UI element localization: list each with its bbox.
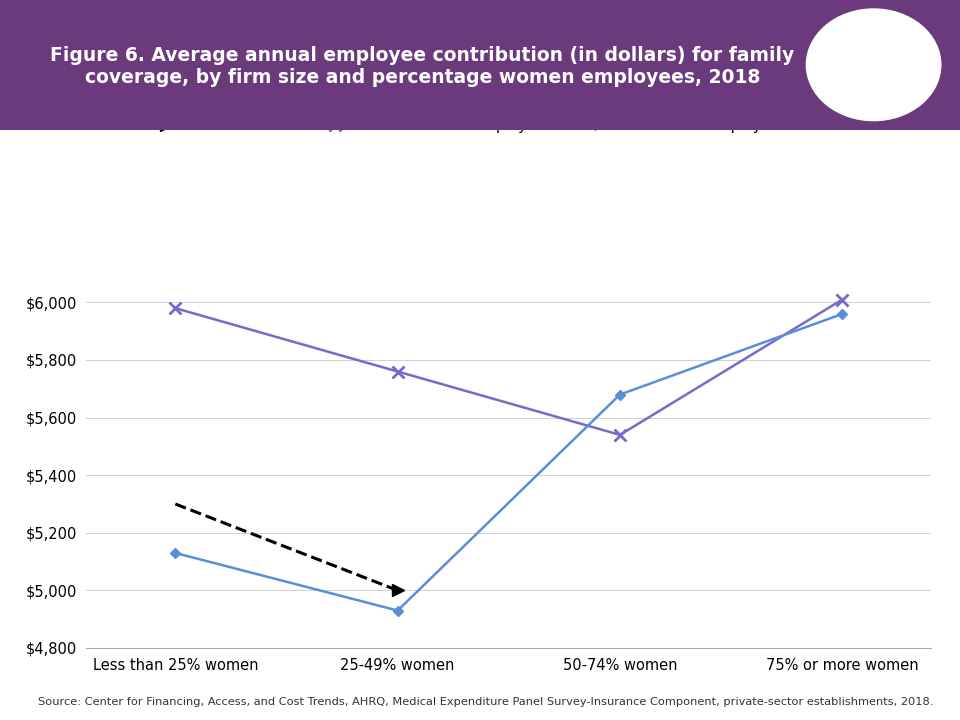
Legend: United States, Fewer than 50 employees, 50 or more employees: United States, Fewer than 50 employees, … — [139, 112, 794, 139]
Text: Source: Center for Financing, Access, and Cost Trends, AHRQ, Medical Expenditure: Source: Center for Financing, Access, an… — [38, 697, 934, 707]
Text: Figure 6. Average annual employee contribution (in dollars) for family
coverage,: Figure 6. Average annual employee contri… — [50, 47, 795, 87]
